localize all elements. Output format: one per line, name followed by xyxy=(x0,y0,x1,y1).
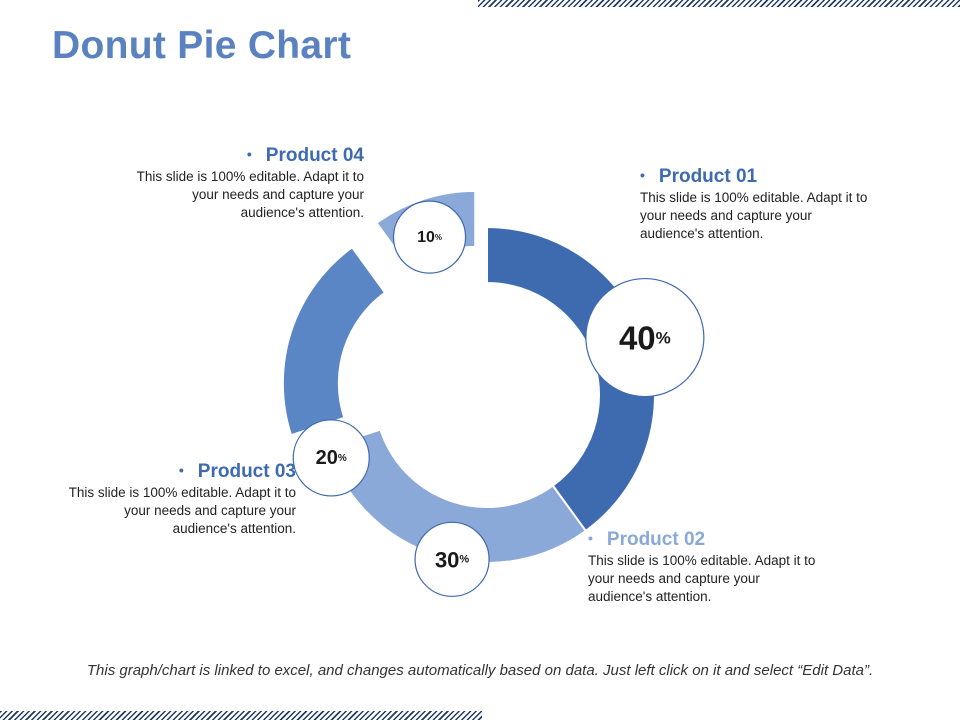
bubble-circle xyxy=(585,277,705,398)
percent-label: 20% xyxy=(316,447,347,469)
percent-label: 30% xyxy=(435,547,469,572)
product-01-description: This slide is 100% editable. Adapt it to… xyxy=(640,190,868,241)
percent-bubbles: 40% 30% 20% 10% xyxy=(292,200,705,597)
bubble-product-03: 20% xyxy=(292,419,370,497)
bubble-product-02: 30% xyxy=(414,521,490,597)
product-01-label: • Product 01 This slide is 100% editable.… xyxy=(640,166,870,243)
product-04-label: • Product 04 This slide is 100% editable.… xyxy=(134,145,364,222)
percent-label: 10% xyxy=(417,229,442,246)
product-04-description: This slide is 100% editable. Adapt it to… xyxy=(136,169,364,220)
bubble-circle xyxy=(392,200,467,274)
product-01-title: • Product 01 xyxy=(640,166,758,187)
product-03-description: This slide is 100% editable. Adapt it to… xyxy=(68,485,296,536)
top-hatch-decoration xyxy=(478,0,960,7)
bubble-product-01: 40% xyxy=(585,277,705,398)
donut-slices xyxy=(281,189,656,564)
bottom-hatch-decoration xyxy=(0,711,482,720)
bubble-circle xyxy=(292,419,370,497)
product-03-title: • Product 03 xyxy=(178,461,296,482)
product-03-label: • Product 03 This slide is 100% editable.… xyxy=(66,461,296,538)
slice-product-03 xyxy=(281,245,387,437)
product-02-description: This slide is 100% editable. Adapt it to… xyxy=(588,553,816,604)
bubble-product-04: 10% xyxy=(392,200,467,274)
footer-note: This graph/chart is linked to excel, and… xyxy=(86,662,874,679)
bubble-circle xyxy=(414,521,490,597)
product-02-label: • Product 02 This slide is 100% editable.… xyxy=(588,529,818,606)
percent-label: 40% xyxy=(619,319,671,356)
page-title: Donut Pie Chart xyxy=(52,24,352,67)
product-02-title: • Product 02 xyxy=(588,529,706,550)
product-04-title: • Product 04 xyxy=(246,145,364,166)
